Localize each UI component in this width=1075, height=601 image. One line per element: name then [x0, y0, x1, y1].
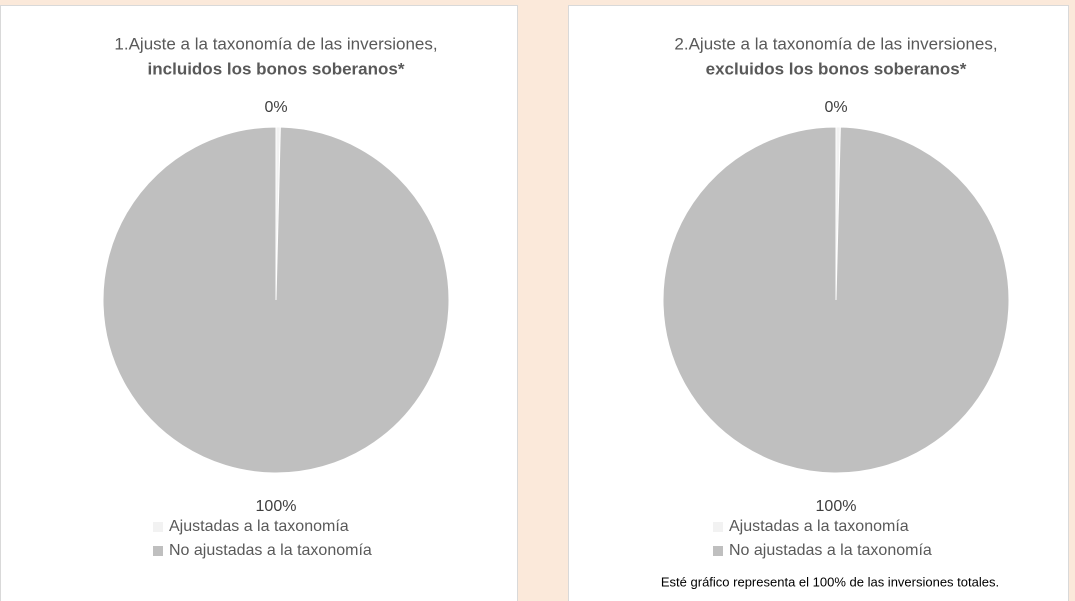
data-label: 100% [256, 498, 297, 515]
data-label: 0% [824, 99, 847, 116]
legend-swatch [713, 522, 723, 532]
footnote: Esté gráfico representa el 100% de las i… [661, 574, 999, 589]
pie-slice [662, 126, 1010, 474]
legend-label: Ajustadas a la taxonomía [169, 518, 349, 535]
chart-subtitle: incluidos los bonos soberanos* [148, 59, 405, 78]
legend-swatch [153, 546, 163, 556]
legend-swatch [713, 546, 723, 556]
chart-subtitle: excluidos los bonos soberanos* [706, 59, 967, 78]
legend-swatch [153, 522, 163, 532]
legend-label: No ajustadas a la taxonomía [729, 542, 932, 559]
data-label: 100% [816, 498, 857, 515]
chart-title: 2.Ajuste a la taxonomía de las inversion… [674, 34, 997, 53]
legend-label: No ajustadas a la taxonomía [169, 542, 372, 559]
pie-slice [102, 126, 450, 474]
chart-title: 1.Ajuste a la taxonomía de las inversion… [114, 34, 437, 53]
data-label: 0% [264, 99, 287, 116]
legend-label: Ajustadas a la taxonomía [729, 518, 909, 535]
